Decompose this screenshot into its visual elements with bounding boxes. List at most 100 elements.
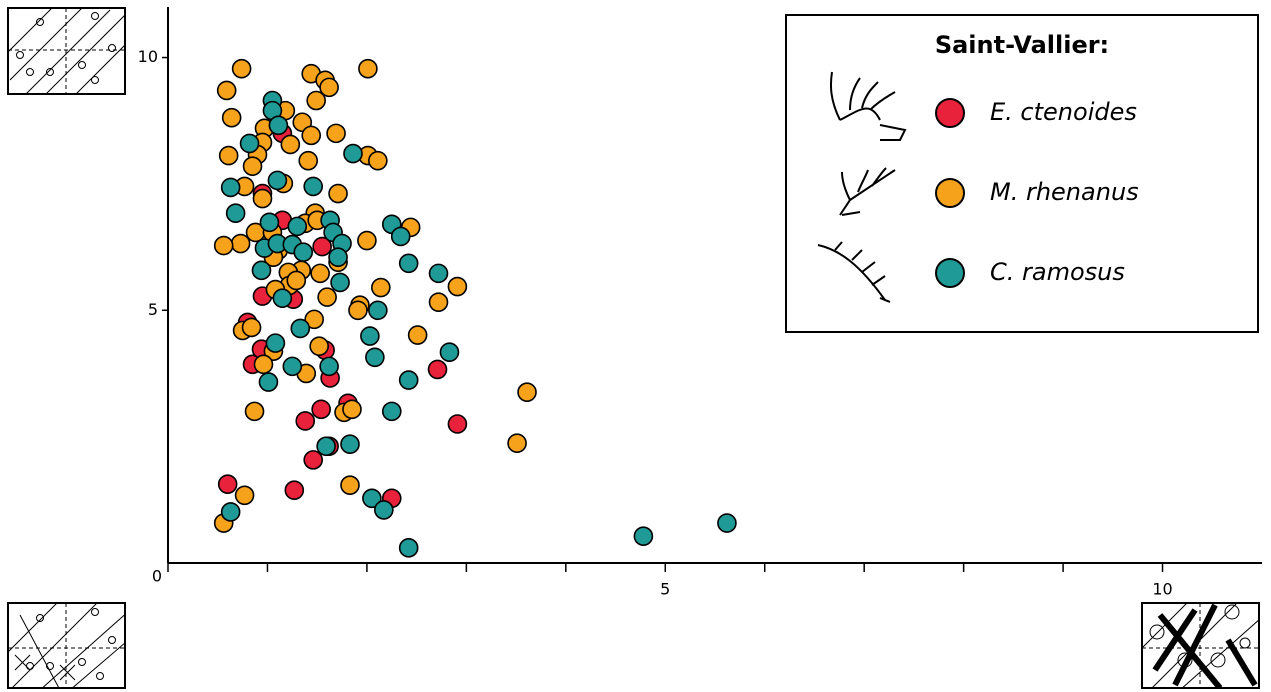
point [381, 401, 402, 422]
legend-marker [935, 258, 965, 288]
point [343, 143, 363, 164]
point [216, 80, 237, 101]
legend-box [785, 14, 1259, 333]
point [303, 176, 324, 197]
point [284, 480, 305, 501]
corner-icon [7, 7, 126, 95]
legend-label: M. rhenanus [990, 178, 1139, 206]
point [280, 134, 301, 155]
point [360, 326, 380, 346]
point [398, 370, 419, 390]
point [368, 300, 388, 321]
point [326, 123, 346, 144]
point [268, 115, 289, 136]
point [272, 288, 293, 308]
point [340, 475, 360, 495]
point [371, 277, 391, 298]
point [330, 272, 350, 293]
legend-marker [935, 98, 965, 128]
point [319, 356, 339, 377]
point [358, 58, 378, 79]
point [258, 372, 279, 392]
corner-icon [1141, 602, 1260, 689]
point [282, 356, 303, 377]
point [251, 260, 272, 281]
point [293, 242, 314, 262]
point [234, 485, 255, 506]
point [362, 488, 382, 509]
point [306, 90, 326, 111]
point [221, 107, 242, 128]
point [239, 133, 260, 154]
point [517, 382, 537, 402]
point [365, 347, 385, 368]
point [328, 183, 348, 204]
point [428, 263, 449, 284]
legend: Saint-Vallier: E. ctenoides M. rhenanus C.… [785, 14, 1259, 333]
point [374, 500, 394, 520]
point [340, 434, 360, 455]
point [287, 216, 308, 237]
point [390, 226, 411, 247]
legend-label: E. ctenoides [990, 98, 1137, 126]
point [407, 325, 428, 345]
point [242, 156, 263, 177]
point [230, 233, 251, 254]
point [259, 212, 280, 233]
point [633, 526, 654, 547]
point [231, 58, 252, 79]
point [368, 150, 388, 171]
point [427, 359, 448, 380]
antler-icon [817, 71, 907, 303]
x-tick-label: 10 [1152, 580, 1172, 599]
point [213, 235, 234, 256]
point [252, 188, 273, 209]
point [218, 145, 239, 166]
legend-title: Saint-Vallier: [935, 31, 1109, 59]
point [244, 401, 265, 422]
point [447, 414, 468, 434]
point [439, 342, 460, 363]
point [328, 247, 348, 268]
y-tick-label: 5 [148, 300, 158, 319]
point [267, 170, 288, 191]
point [447, 276, 468, 297]
point [717, 513, 737, 533]
point [220, 502, 241, 522]
point [428, 292, 449, 312]
point [309, 336, 329, 356]
point [304, 309, 324, 330]
point [348, 300, 368, 321]
point [317, 287, 337, 307]
point [241, 317, 262, 338]
point [253, 354, 274, 375]
point [342, 399, 362, 420]
plot-points [213, 58, 737, 558]
corner-icon [7, 602, 126, 689]
point [319, 77, 339, 98]
point [398, 253, 419, 274]
point [312, 236, 332, 257]
point [301, 125, 322, 146]
point [290, 318, 311, 339]
point [286, 270, 307, 291]
point [217, 474, 238, 494]
x-tick-label: 0 [152, 567, 162, 586]
x-tick-label: 5 [660, 580, 670, 599]
point [310, 263, 330, 284]
point [220, 177, 241, 198]
point [295, 411, 316, 431]
point [507, 433, 527, 454]
point [303, 450, 324, 470]
point [357, 230, 377, 251]
point [398, 538, 419, 558]
y-tick-label: 10 [138, 47, 158, 66]
point [316, 436, 336, 457]
legend-marker [935, 178, 965, 208]
point [311, 399, 331, 420]
point [298, 150, 319, 171]
legend-label: C. ramosus [990, 258, 1125, 286]
point [225, 203, 246, 224]
point [265, 333, 286, 353]
